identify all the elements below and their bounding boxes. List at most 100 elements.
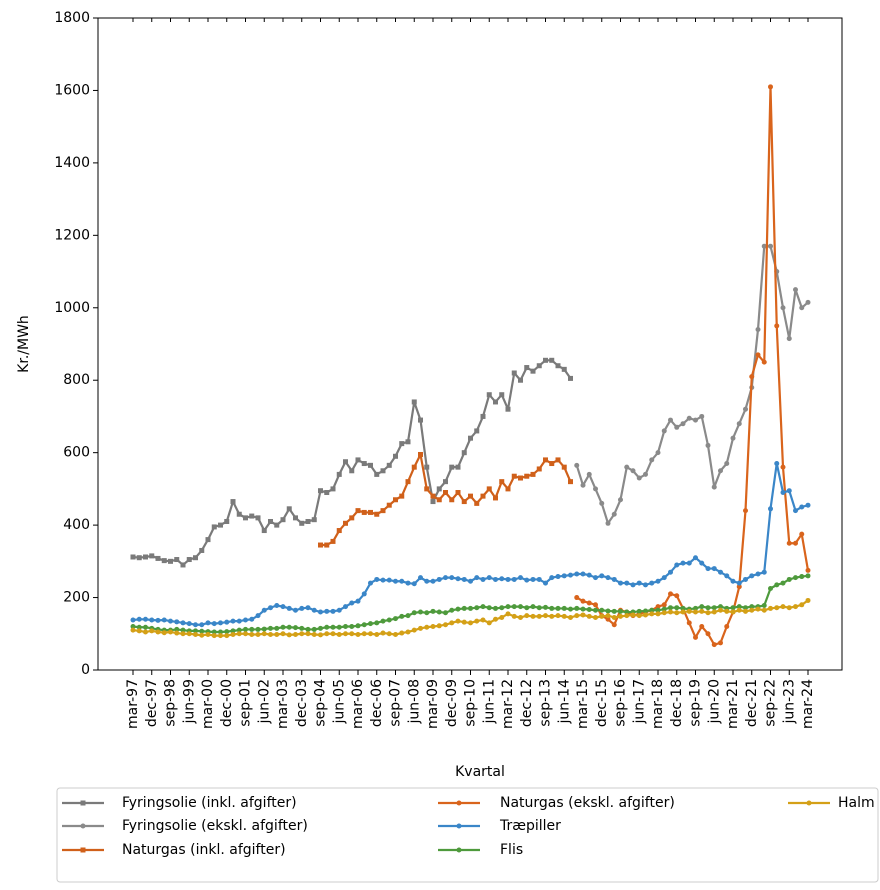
marker	[330, 624, 336, 630]
marker	[705, 566, 711, 572]
marker	[243, 515, 248, 521]
marker	[718, 569, 723, 575]
marker	[330, 486, 336, 492]
marker	[674, 424, 680, 430]
marker	[218, 629, 223, 635]
marker	[649, 607, 655, 613]
marker	[499, 479, 505, 485]
marker	[418, 575, 423, 581]
marker	[149, 617, 155, 623]
marker	[786, 576, 792, 582]
marker	[674, 593, 680, 599]
marker	[374, 471, 380, 477]
marker	[599, 573, 605, 579]
marker	[599, 500, 605, 506]
marker	[224, 518, 230, 524]
marker	[180, 620, 186, 626]
marker	[668, 417, 673, 423]
marker	[274, 522, 280, 528]
marker	[561, 573, 567, 579]
marker	[480, 413, 486, 419]
x-tick-label: jun-08	[406, 679, 422, 725]
marker	[680, 609, 686, 615]
marker	[355, 457, 361, 463]
x-tick-label: dec-00	[219, 679, 235, 727]
marker	[786, 605, 792, 611]
x-tick-label: sep-07	[388, 679, 404, 727]
x-tick-label: mar-97	[125, 679, 141, 729]
marker	[361, 622, 367, 628]
marker	[136, 624, 142, 630]
marker	[568, 572, 573, 578]
marker	[349, 624, 355, 630]
marker	[605, 613, 611, 619]
marker	[161, 617, 167, 623]
y-tick-label: 1800	[54, 10, 90, 26]
marker	[524, 473, 530, 479]
marker	[705, 610, 711, 616]
marker	[724, 461, 730, 467]
marker	[174, 557, 180, 563]
marker	[199, 632, 205, 638]
marker	[649, 580, 655, 586]
marker	[318, 609, 323, 615]
marker	[699, 560, 705, 566]
marker	[324, 608, 330, 614]
marker	[380, 508, 386, 514]
marker	[161, 558, 167, 564]
marker	[299, 520, 305, 526]
marker	[636, 613, 642, 619]
marker	[380, 630, 386, 636]
marker	[630, 612, 636, 618]
y-tick-label: 600	[63, 445, 90, 461]
marker	[174, 630, 180, 636]
marker	[174, 619, 180, 625]
x-tick-label: sep-19	[688, 679, 704, 727]
marker	[711, 609, 717, 615]
marker	[136, 616, 142, 622]
marker	[630, 582, 636, 588]
marker	[518, 614, 523, 620]
marker	[168, 558, 173, 564]
marker	[649, 457, 655, 463]
marker	[211, 621, 217, 627]
marker	[530, 613, 536, 619]
marker	[518, 377, 523, 383]
legend-label: Naturgas (inkl. afgifter)	[122, 842, 286, 858]
marker	[549, 605, 555, 611]
x-tick-label: dec-21	[744, 679, 760, 727]
marker	[261, 626, 267, 632]
marker	[680, 560, 686, 566]
marker	[411, 581, 417, 587]
marker	[80, 800, 86, 806]
marker	[718, 468, 723, 474]
marker	[330, 631, 336, 637]
marker	[636, 608, 642, 614]
marker	[274, 603, 280, 609]
marker	[468, 435, 473, 441]
marker	[261, 631, 267, 637]
marker	[468, 620, 473, 626]
marker	[618, 613, 623, 619]
marker	[749, 607, 755, 613]
marker	[268, 605, 273, 611]
marker	[249, 626, 255, 632]
marker	[543, 604, 548, 610]
marker	[568, 614, 573, 620]
marker	[724, 608, 730, 614]
marker	[643, 608, 648, 614]
marker	[286, 624, 292, 630]
marker	[549, 461, 555, 467]
x-tick-label: sep-13	[538, 679, 554, 727]
marker	[211, 633, 217, 639]
marker	[618, 608, 623, 614]
marker	[136, 628, 142, 634]
marker	[155, 629, 161, 635]
marker	[436, 576, 442, 582]
marker	[711, 484, 717, 490]
marker	[255, 515, 261, 521]
legend-label: Træpiller	[499, 818, 561, 834]
marker	[674, 605, 680, 611]
marker	[418, 417, 423, 423]
x-tick-label: jun-02	[256, 679, 272, 725]
